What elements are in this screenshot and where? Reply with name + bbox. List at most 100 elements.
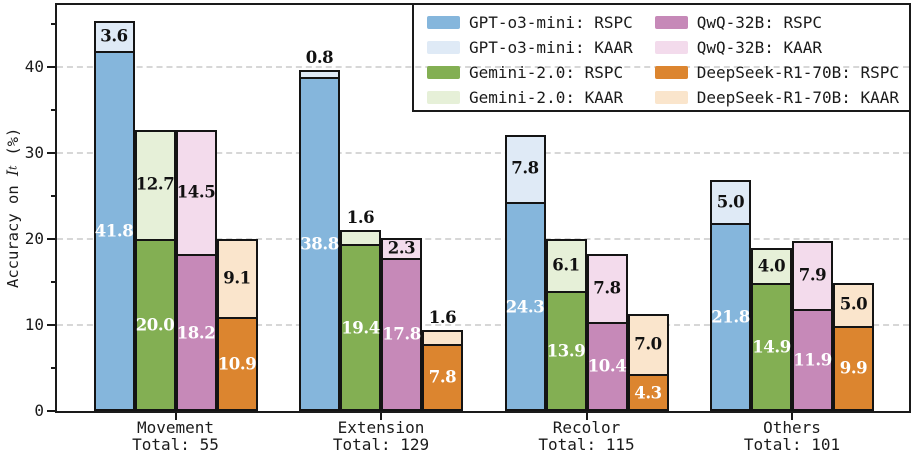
bar-segment-rspc (545, 291, 587, 411)
y-axis-minor-tick (51, 194, 55, 197)
bar-value-label-kaar: 6.1 (552, 255, 580, 275)
category-total: Total: 55 (132, 434, 219, 454)
category-label: Movement Total: 55 (73, 418, 279, 454)
legend-label: GPT-o3-mini: KAAR (469, 37, 633, 57)
bar-value-label-rspc: 14.9 (752, 337, 791, 357)
category-label: Extension Total: 129 (278, 418, 484, 454)
bar-segment-kaar (627, 313, 669, 377)
y-axis-major-tick (47, 151, 55, 154)
gridline (57, 237, 909, 240)
bar-value-label-kaar: 4.0 (757, 256, 786, 276)
bar-value-label-rspc: 17.8 (382, 324, 421, 344)
bar-segment-kaar (751, 248, 792, 285)
y-axis-tick-label: 10 (24, 314, 44, 334)
legend-label: Gemini-2.0: RSPC (469, 62, 624, 82)
bar-value-label-rspc: 4.3 (634, 383, 662, 403)
y-axis-tick-label: 20 (24, 228, 44, 248)
legend-swatch (654, 16, 688, 29)
bar-value-label-rspc: 24.3 (505, 297, 545, 316)
gridline (57, 323, 909, 326)
legend-label: DeepSeek-R1-70B: RSPC (696, 62, 900, 82)
legend-item: GPT-o3-mini: RSPC (427, 10, 633, 35)
legend-item: Gemini-2.0: KAAR (427, 85, 633, 110)
y-axis-major-tick (47, 65, 55, 68)
legend-swatch (427, 41, 460, 54)
bar-segment-rspc (93, 51, 135, 411)
bar-value-label-kaar: 12.7 (135, 174, 175, 194)
category-label: Recolor Total: 115 (484, 418, 690, 453)
plot-area: 41.8 3.6 20.0 12.7 18.2 14.5 10.9 9.1 38.8 0.8 19.… (55, 3, 911, 413)
y-axis-major-tick (47, 410, 55, 412)
legend-item: QwQ-32B: KAAR (654, 35, 899, 60)
bar-segment-kaar (175, 129, 217, 257)
legend-label: Gemini-2.0: KAAR (469, 87, 624, 107)
bar-segment-kaar (545, 238, 587, 294)
bar-segment-kaar (340, 230, 381, 247)
gridline (57, 65, 909, 68)
bar-segment-rspc (710, 223, 751, 411)
bar-segment-rspc (175, 254, 217, 411)
y-axis-minor-tick (51, 22, 55, 25)
bar-segment-kaar (792, 240, 833, 311)
legend-swatch (654, 41, 688, 54)
bar-value-label-rspc: 20.0 (135, 315, 175, 335)
category-total: Total: 129 (332, 434, 430, 454)
legend-item: QwQ-32B: RSPC (654, 10, 899, 35)
category-name: Extension (337, 418, 425, 437)
bar-value-label-kaar: 7.8 (511, 158, 539, 178)
y-axis-tick-label: 40 (24, 56, 44, 76)
bar-value-label-rspc: 7.8 (428, 367, 457, 387)
legend-swatch (427, 91, 460, 104)
bar-segment-rspc (504, 201, 546, 411)
category-name: Recolor (552, 418, 621, 437)
bar-segment-rspc (833, 325, 874, 411)
legend-item: DeepSeek-R1-70B: RSPC (654, 60, 900, 85)
legend-swatch (654, 66, 688, 79)
legend-swatch (654, 91, 688, 104)
legend-swatch (427, 16, 460, 29)
bar-value-label-rspc: 18.2 (176, 323, 216, 343)
bar-segment-kaar (422, 330, 463, 346)
bar-segment-kaar (93, 20, 135, 54)
category-total: Total: 101 (743, 434, 841, 454)
y-axis-minor-tick (51, 366, 55, 369)
bar-segment-rspc (299, 77, 340, 411)
legend-label: QwQ-32B: RSPC (696, 12, 822, 32)
bar-value-label-kaar: 14.5 (176, 182, 216, 202)
bar-segment-kaar (299, 70, 340, 80)
bar-value-label-rspc: 21.8 (711, 307, 750, 327)
bar-value-label-rspc: 19.4 (341, 318, 380, 338)
bar-value-label-kaar: 7.8 (593, 278, 621, 298)
bar-segment-rspc (340, 244, 381, 411)
bar-value-label-rspc: 10.4 (587, 356, 627, 376)
bar-value-label-kaar: 9.1 (223, 268, 251, 288)
x-axis-tick (380, 413, 382, 420)
bar-value-label-kaar: 5.0 (839, 294, 868, 314)
bar-segment-rspc (627, 374, 669, 411)
bar-segment-kaar (216, 238, 258, 320)
bar-value-label-kaar: 3.6 (100, 26, 128, 46)
plot-canvas: 41.8 3.6 20.0 12.7 18.2 14.5 10.9 9.1 38.8 0.8 19.… (57, 5, 909, 411)
bar-segment-kaar (381, 238, 422, 260)
bar-value-label-rspc: 38.8 (300, 234, 339, 254)
category-name: Movement (136, 418, 215, 437)
x-axis-tick (174, 413, 177, 420)
bar-value-label-kaar: 5.0 (716, 192, 745, 212)
legend-label: DeepSeek-R1-70B: KAAR (696, 87, 900, 107)
category-name: Others (763, 418, 821, 437)
y-axis-title-subscript: t (6, 165, 20, 170)
bar-value-label-kaar: 7.0 (634, 334, 662, 354)
x-axis-tick (585, 413, 588, 420)
y-axis-tick-label: 30 (24, 142, 44, 162)
bar-value-label-rspc: 10.9 (217, 354, 257, 374)
y-axis-minor-tick (51, 280, 55, 283)
legend: GPT-o3-mini: RSPC GPT-o3-mini: KAAR Gemini… (412, 3, 911, 112)
legend-label: QwQ-32B: KAAR (696, 37, 822, 57)
y-axis-title-suffix: (%) (4, 128, 22, 166)
bar-value-label-kaar: 2.3 (387, 238, 416, 258)
bar-value-label-rspc: 11.9 (793, 350, 832, 370)
legend-item: Gemini-2.0: RSPC (427, 60, 633, 85)
bar-segment-kaar (710, 180, 751, 226)
bar-segment-rspc (134, 238, 176, 411)
